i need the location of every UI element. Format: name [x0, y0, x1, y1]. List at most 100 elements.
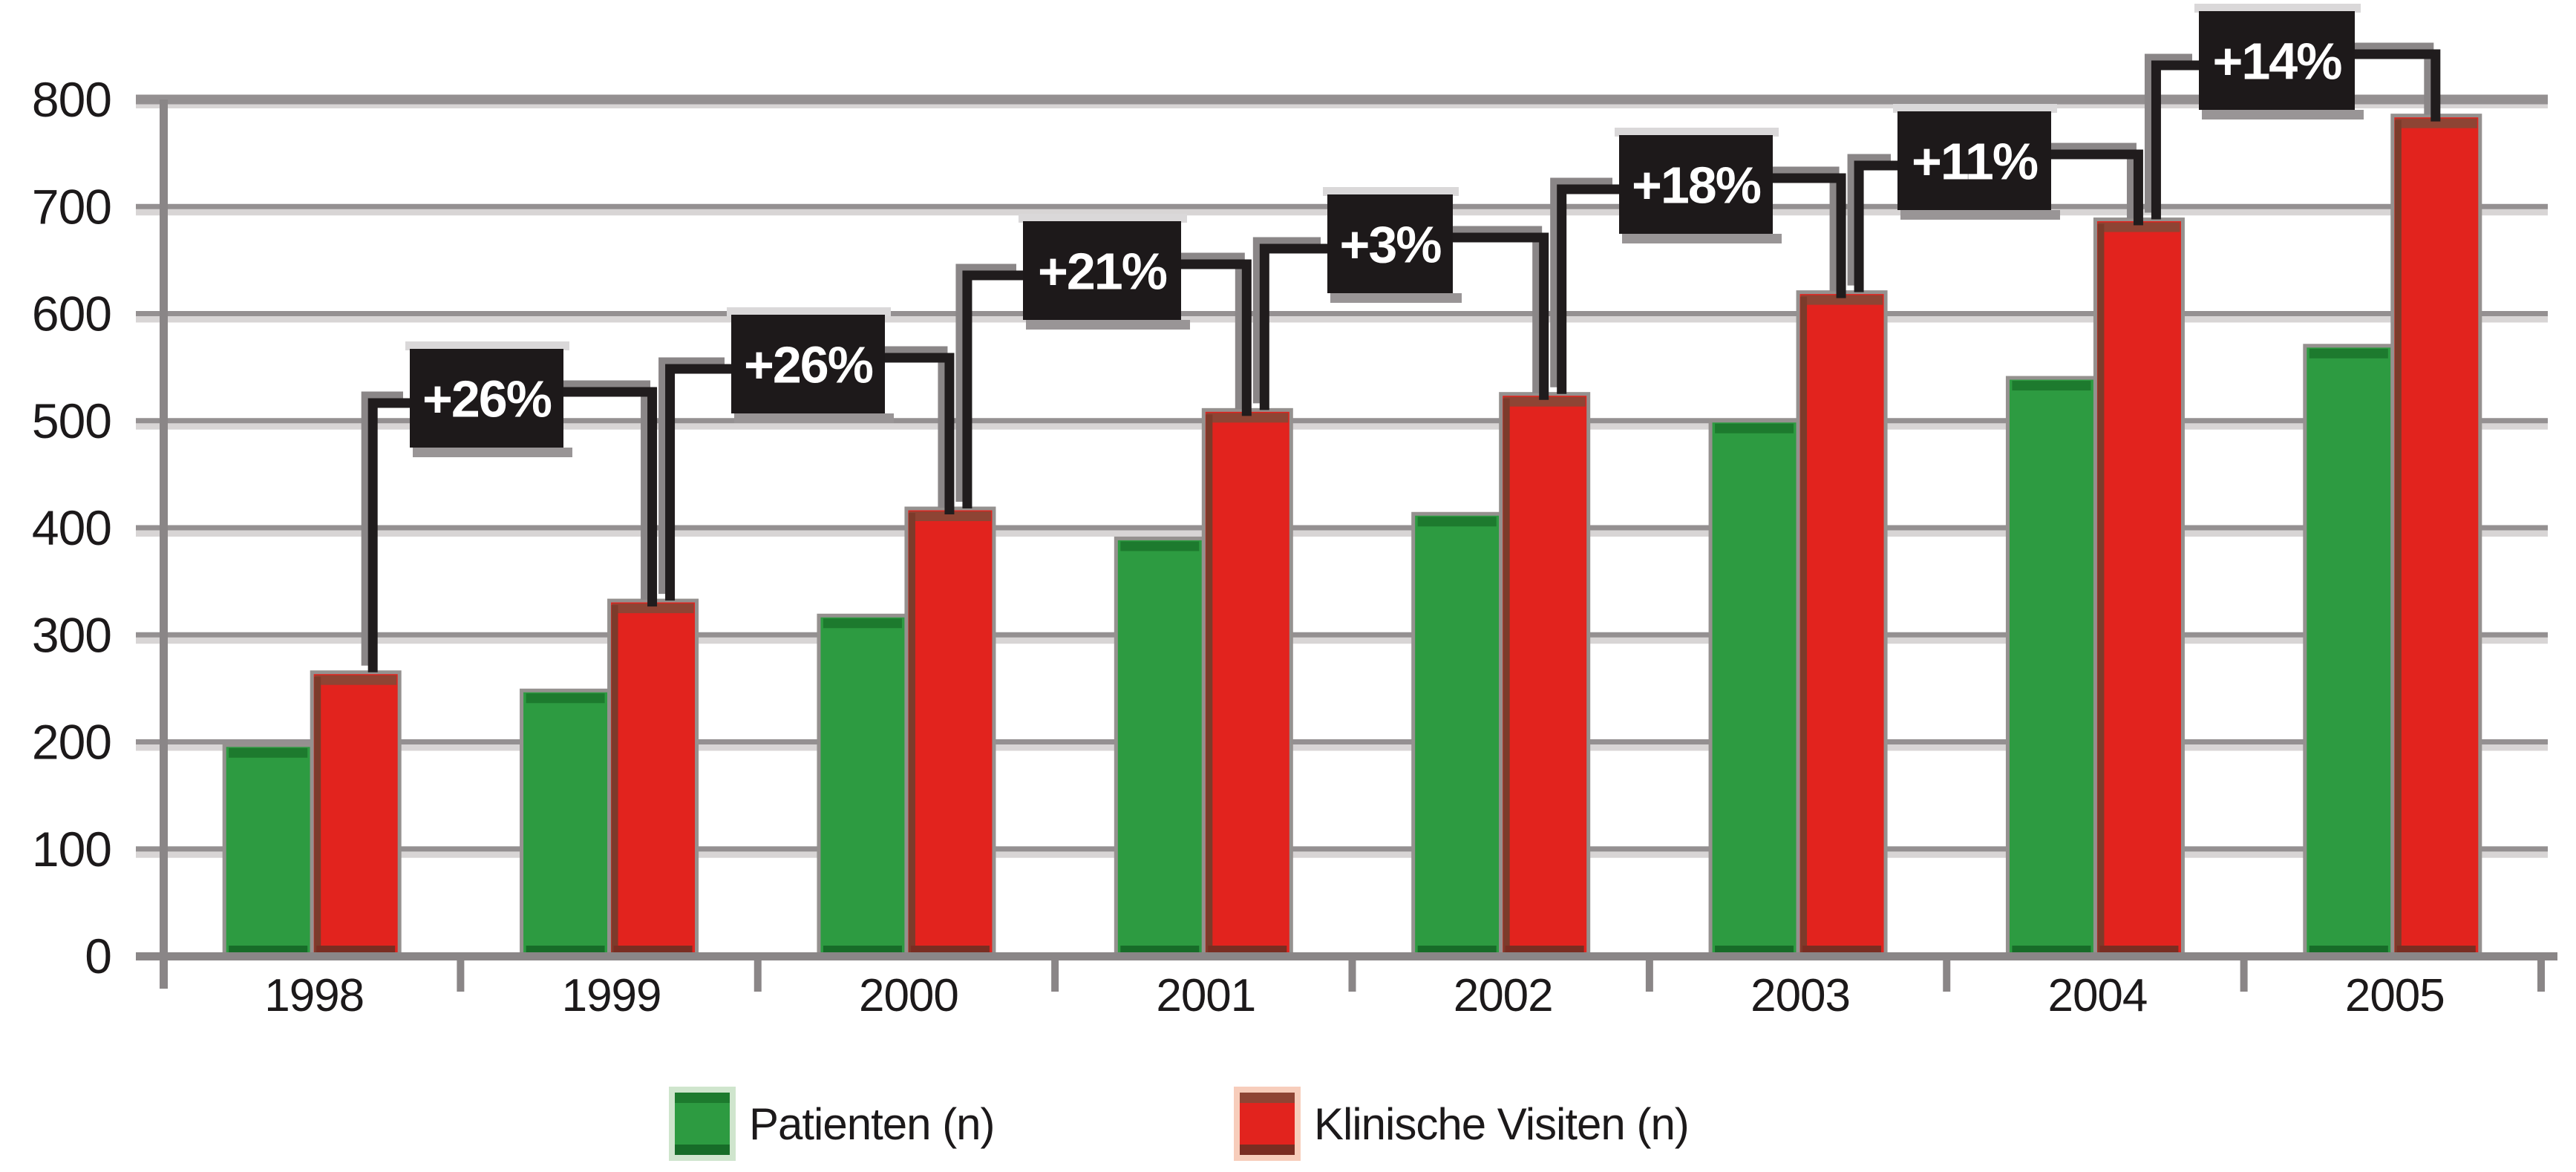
annotation-box-shade — [1622, 234, 1782, 243]
x-axis-line — [136, 952, 2557, 960]
x-axis-tick — [1645, 956, 1653, 992]
x-axis-label: 2000 — [859, 970, 958, 1021]
bar-visiten-base — [1208, 946, 1287, 954]
y-axis-label: 400 — [32, 500, 111, 555]
bar-visiten-edge — [611, 605, 618, 953]
connector-left — [665, 364, 731, 601]
bar-patienten-base — [823, 946, 902, 954]
x-axis-label: 1999 — [562, 970, 661, 1021]
bar-patienten-2001 — [1114, 536, 1206, 958]
bar-visiten-base — [2396, 946, 2476, 954]
connector-shadow — [1174, 252, 1245, 410]
annotation-box-highlight — [1615, 128, 1779, 137]
annotation-label-2004-2005: +14% — [2213, 33, 2342, 91]
bar-visiten-base — [1505, 946, 1584, 954]
bar-patienten-cap — [229, 747, 308, 758]
x-axis-label: 2005 — [2345, 970, 2445, 1021]
connector-right — [885, 353, 955, 515]
bar-patienten-base — [229, 946, 308, 954]
annotation-box — [1619, 135, 1773, 234]
bar-visiten-cap — [315, 675, 397, 685]
annotation-box — [410, 349, 563, 448]
annotation-box-shade — [1330, 293, 1462, 303]
connector-right — [2051, 149, 2143, 226]
annotation-box — [1023, 221, 1181, 320]
connector-shadow — [658, 357, 725, 595]
bar-patienten-2000 — [817, 613, 909, 958]
connector-left — [1259, 243, 1327, 410]
annotation-label-1999-2000: +26% — [744, 336, 873, 394]
annotation-box-shade — [2202, 110, 2364, 120]
connector-right — [563, 387, 658, 607]
y-axis-label: 300 — [32, 607, 111, 662]
x-axis-tick — [457, 956, 465, 992]
y-axis-line — [160, 99, 168, 989]
red-swatch — [1240, 1093, 1295, 1155]
bar-visiten-base — [316, 946, 396, 954]
annotation-label-2001-2002: +3% — [1339, 216, 1441, 274]
bar-patienten-2004 — [2005, 376, 2097, 958]
bar-patienten-2002 — [1411, 511, 1503, 958]
connector-left — [2151, 60, 2199, 220]
bar-visiten-cap — [909, 511, 991, 522]
connector-shadow — [2348, 42, 2434, 115]
bar-klinische-visiten-1999 — [607, 598, 699, 958]
bar-visiten-base — [910, 946, 990, 954]
annotation-box-shade — [1026, 320, 1190, 330]
bar-klinische-visiten-2002 — [1499, 392, 1591, 958]
bar-patienten-cap — [823, 618, 902, 629]
x-axis-label: 2004 — [2047, 970, 2147, 1021]
annotation-box — [731, 315, 885, 413]
bar-visiten-edge — [908, 513, 915, 953]
connector-shadow — [1252, 237, 1321, 404]
bar-patienten-cap — [1715, 423, 1794, 433]
connector-right — [2355, 49, 2441, 122]
bar-patienten-base — [1417, 946, 1497, 954]
bar-visiten-cap — [612, 603, 694, 614]
bar-klinische-visiten-2001 — [1201, 407, 1293, 958]
connector-shadow — [557, 380, 651, 600]
x-axis-tick — [753, 956, 762, 992]
x-axis-label: 1998 — [264, 970, 364, 1021]
connector-shadow — [1847, 154, 1891, 286]
green-swatch — [675, 1093, 730, 1155]
bar-visiten-base — [2099, 946, 2179, 954]
connector-shadow — [2044, 143, 2137, 219]
connector-shadow — [1766, 166, 1840, 292]
x-axis-label: 2002 — [1454, 970, 1553, 1021]
bar-visiten-cap — [2395, 118, 2477, 128]
y-axis-label: 800 — [32, 72, 111, 127]
connector-shadow — [1550, 177, 1612, 387]
annotation-box-highlight — [1323, 187, 1459, 196]
bar-patienten-base — [526, 946, 605, 954]
legend-item-patienten: Patienten (n) — [675, 1088, 996, 1159]
x-axis-tick — [1348, 956, 1356, 992]
legend-label-klinische-visiten: Klinische Visiten (n) — [1314, 1099, 1690, 1149]
bar-patienten-1998 — [222, 743, 314, 958]
bar-patienten-base — [2012, 946, 2091, 954]
connector-right — [1181, 259, 1252, 416]
x-axis-tick — [1943, 956, 1951, 992]
connector-left — [1557, 184, 1619, 394]
legend-item-klinische-visiten: Klinische Visiten (n) — [1240, 1088, 1690, 1159]
connector-shadow — [878, 346, 948, 508]
bar-klinische-visiten-2003 — [1796, 290, 1888, 958]
bar-patienten-1999 — [520, 688, 612, 958]
connector-right — [1453, 232, 1549, 400]
connector-left — [1854, 160, 1897, 292]
annotation-box — [1327, 194, 1453, 293]
bar-klinische-visiten-1998 — [310, 670, 402, 958]
bar-visiten-cap — [2098, 222, 2180, 232]
bar-visiten-base — [1802, 946, 1882, 954]
annotation-box-shade — [734, 413, 894, 423]
bar-patienten-2005 — [2303, 344, 2395, 958]
bar-visiten-cap — [1801, 295, 1883, 305]
bar-visiten-edge — [2097, 223, 2105, 953]
bar-patienten-base — [1120, 946, 1200, 954]
bar-visiten-base — [613, 946, 693, 954]
connector-shadow — [1446, 226, 1543, 393]
bar-patienten-cap — [1120, 541, 1200, 551]
y-axis-label: 100 — [32, 822, 111, 877]
legend-label-patienten: Patienten (n) — [749, 1099, 996, 1149]
